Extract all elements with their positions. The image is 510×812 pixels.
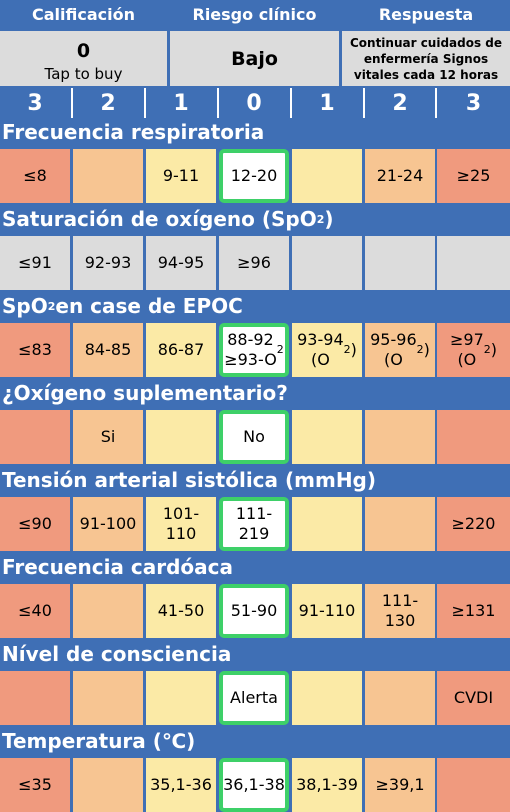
scale-divider — [144, 88, 146, 118]
option-cell[interactable]: ≥96 — [219, 236, 289, 290]
option-cell[interactable]: 84-85 — [73, 323, 143, 377]
score-scale-label: 0 — [219, 88, 289, 118]
response-box: Continuar cuidados de enfermería Signos … — [342, 31, 510, 86]
parameter-title: ¿Oxígeno suplementario? — [2, 381, 288, 405]
score-scale-label: 2 — [73, 88, 143, 118]
option-cell[interactable]: ≥97 (O 2) — [437, 323, 510, 377]
option-cell[interactable]: ≤91 — [0, 236, 70, 290]
risk-value: Bajo — [231, 47, 278, 70]
option-cell[interactable]: 86-87 — [146, 323, 216, 377]
score-scale-label: 1 — [146, 88, 216, 118]
option-cell[interactable] — [292, 410, 362, 464]
option-cell-selected[interactable]: 51-90 — [219, 584, 289, 638]
score-value: 0 — [76, 39, 91, 62]
option-cell-selected[interactable]: 36,1-38 — [219, 758, 289, 812]
scale-divider — [290, 88, 292, 118]
score-scale-label: 2 — [365, 88, 435, 118]
option-cell-selected[interactable]: 111- 219 — [219, 497, 289, 551]
option-cell[interactable] — [146, 410, 216, 464]
option-cell[interactable] — [292, 671, 362, 725]
option-cell[interactable]: Si — [73, 410, 143, 464]
parameter-title: Temperatura (℃) — [2, 729, 196, 753]
option-cell-selected[interactable]: 12-20 — [219, 149, 289, 203]
parameter-title: Saturación de oxígeno (SpO 2) — [2, 207, 334, 231]
option-cell[interactable]: CVDI — [437, 671, 510, 725]
scale-divider — [71, 88, 73, 118]
option-cell[interactable] — [73, 584, 143, 638]
option-cell[interactable]: ≥25 — [437, 149, 510, 203]
tap-to-buy-button[interactable]: Tap to buy — [44, 64, 123, 83]
option-cell[interactable]: 93-94 (O 2) — [292, 323, 362, 377]
score-scale-label: 3 — [437, 88, 510, 118]
scale-divider — [363, 88, 365, 118]
option-cell-selected[interactable]: Alerta — [219, 671, 289, 725]
option-cell[interactable]: 92-93 — [73, 236, 143, 290]
option-cell[interactable]: 91-100 — [73, 497, 143, 551]
option-cell[interactable] — [437, 236, 510, 290]
option-cell[interactable] — [146, 671, 216, 725]
option-cell[interactable] — [73, 758, 143, 812]
option-cell[interactable]: 111- 130 — [365, 584, 435, 638]
option-cell[interactable]: ≥220 — [437, 497, 510, 551]
option-cell-selected[interactable]: No — [219, 410, 289, 464]
risk-header: Riesgo clínico — [170, 0, 339, 29]
option-cell[interactable] — [73, 671, 143, 725]
response-header: Respuesta — [342, 0, 510, 29]
option-cell[interactable]: 21-24 — [365, 149, 435, 203]
score-box[interactable]: 0 Tap to buy — [0, 31, 167, 86]
option-cell[interactable] — [437, 758, 510, 812]
option-cell[interactable]: 35,1-36 — [146, 758, 216, 812]
scale-divider — [435, 88, 437, 118]
option-cell[interactable]: ≤40 — [0, 584, 70, 638]
option-cell[interactable]: 9-11 — [146, 149, 216, 203]
option-cell[interactable] — [292, 497, 362, 551]
option-cell[interactable] — [73, 149, 143, 203]
option-cell[interactable] — [365, 410, 435, 464]
parameter-title: Frecuencia respiratoria — [2, 120, 265, 144]
parameter-title: Frecuencia cardóaca — [2, 555, 233, 579]
score-scale-label: 1 — [292, 88, 362, 118]
response-value: Continuar cuidados de enfermería Signos … — [349, 35, 503, 82]
option-cell[interactable]: ≤83 — [0, 323, 70, 377]
score-scale-label: 3 — [0, 88, 70, 118]
option-cell[interactable] — [365, 671, 435, 725]
option-cell[interactable]: ≤8 — [0, 149, 70, 203]
option-cell[interactable]: 101- 110 — [146, 497, 216, 551]
option-cell[interactable]: 91-110 — [292, 584, 362, 638]
option-cell[interactable] — [292, 236, 362, 290]
option-cell[interactable] — [0, 410, 70, 464]
option-cell[interactable] — [365, 497, 435, 551]
option-cell[interactable]: ≥39,1 — [365, 758, 435, 812]
option-cell[interactable] — [292, 149, 362, 203]
risk-box: Bajo — [170, 31, 339, 86]
option-cell-selected[interactable]: 88-92 ≥93-O 2 — [219, 323, 289, 377]
option-cell[interactable] — [365, 236, 435, 290]
option-cell[interactable] — [437, 410, 510, 464]
option-cell[interactable] — [0, 671, 70, 725]
option-cell[interactable]: 95-96 (O 2) — [365, 323, 435, 377]
parameter-title: Nível de consciencia — [2, 642, 232, 666]
option-cell[interactable]: 94-95 — [146, 236, 216, 290]
option-cell[interactable]: ≤35 — [0, 758, 70, 812]
score-header: Calificación — [0, 0, 167, 29]
option-cell[interactable]: ≥131 — [437, 584, 510, 638]
option-cell[interactable]: ≤90 — [0, 497, 70, 551]
option-cell[interactable]: 41-50 — [146, 584, 216, 638]
parameter-title: Tensión arterial sistólica (mmHg) — [2, 468, 377, 492]
scale-divider — [217, 88, 219, 118]
parameter-title: SpO 2 en case de EPOC — [2, 294, 243, 318]
option-cell[interactable]: 38,1-39 — [292, 758, 362, 812]
